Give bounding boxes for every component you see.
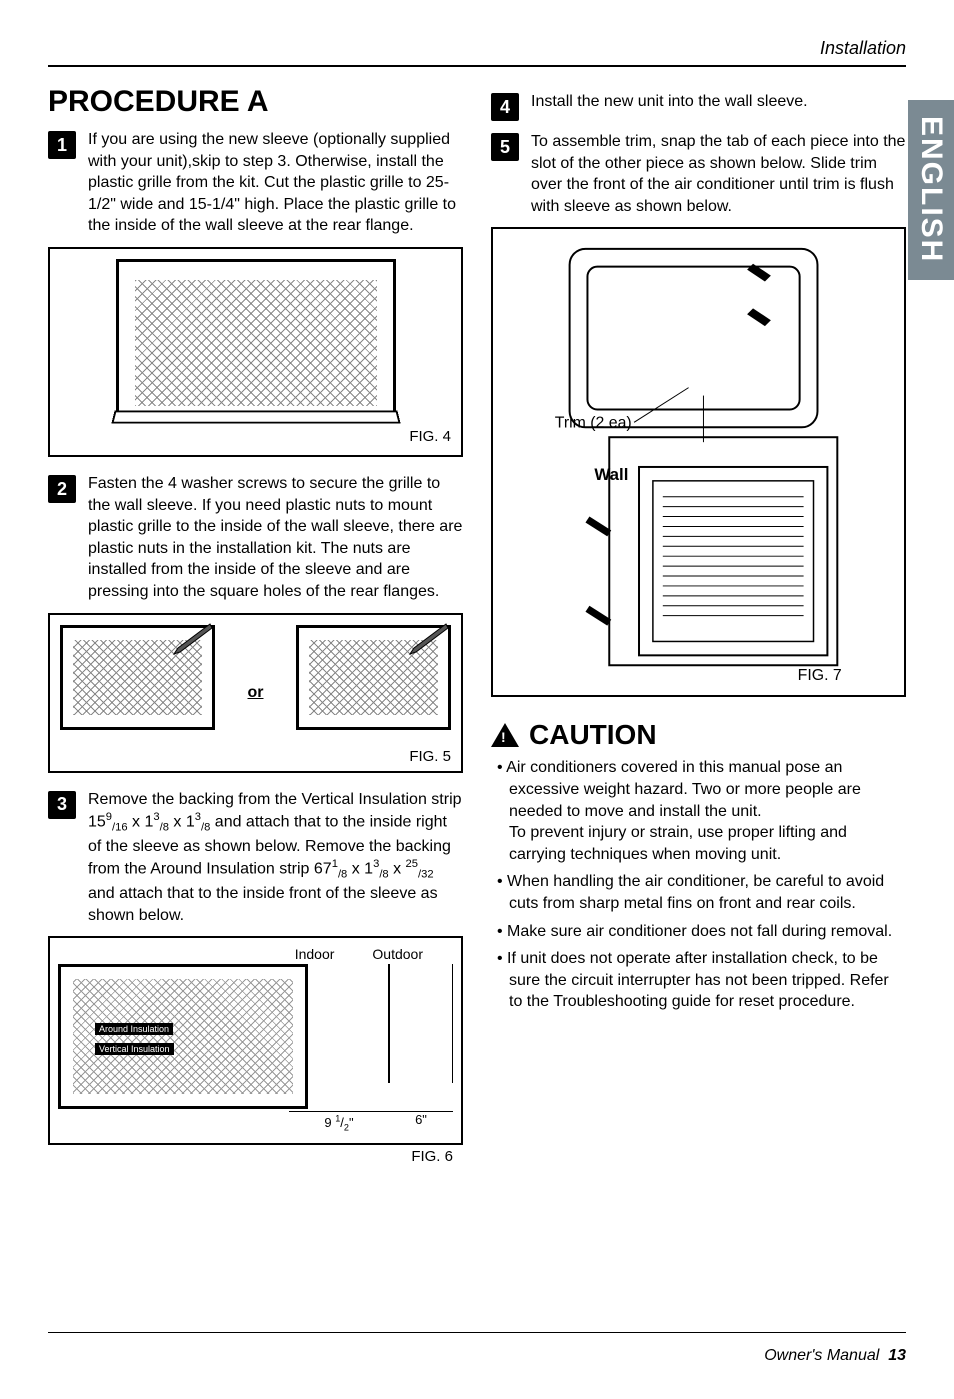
- step-4-number: 4: [491, 93, 519, 121]
- step-3: 3 Remove the backing from the Vertical I…: [48, 789, 463, 927]
- frac: /32: [418, 869, 434, 881]
- caution-text: To prevent injury or strain, use proper …: [509, 824, 847, 863]
- step-1-number: 1: [48, 131, 76, 159]
- step-3-number: 3: [48, 791, 76, 819]
- caution-item: If unit does not operate after installat…: [509, 948, 906, 1013]
- grille-illustration: [116, 259, 396, 419]
- step-1: 1 If you are using the new sleeve (optio…: [48, 129, 463, 237]
- s3-t: x 1: [347, 861, 373, 878]
- vertical-insulation-label: Vertical Insulation: [95, 1043, 174, 1055]
- frac: /8: [338, 869, 347, 881]
- figure-6-header: Indoor Outdoor: [58, 946, 453, 962]
- caution-item: Air conditioners covered in this manual …: [509, 757, 906, 865]
- sleeve-illustration: Around Insulation Vertical Insulation: [58, 964, 308, 1109]
- figure-6-label: FIG. 6: [411, 1148, 453, 1165]
- right-column: 4 Install the new unit into the wall sle…: [491, 85, 906, 1145]
- figure-7-box: Trim (2 ea) Wall FIG. 7: [491, 227, 906, 697]
- caution-heading: CAUTION: [491, 719, 906, 751]
- section-header: Installation: [48, 38, 906, 59]
- figure-5-label: FIG. 5: [409, 748, 451, 765]
- frac: 25: [406, 858, 418, 870]
- language-tab-label: ENGLISH: [914, 116, 948, 263]
- divider-bottom: [48, 1332, 906, 1333]
- owners-manual-label: Owner's Manual: [764, 1347, 879, 1364]
- step-3-text: Remove the backing from the Vertical Ins…: [88, 789, 463, 927]
- caution-list: Air conditioners covered in this manual …: [491, 757, 906, 1013]
- dimension-row: 9 1/2" 6": [58, 1111, 453, 1131]
- figure-6-spacer: [308, 964, 389, 1109]
- page-footer: Owner's Manual 13: [764, 1347, 906, 1365]
- step-2: 2 Fasten the 4 washer screws to secure t…: [48, 473, 463, 603]
- figure-5-inner: or: [60, 625, 451, 730]
- frac: /8: [160, 822, 169, 834]
- figure-5-box: or FIG. 5: [48, 613, 463, 773]
- step-4-text: Install the new unit into the wall sleev…: [531, 91, 906, 121]
- warning-triangle-icon: [491, 723, 519, 747]
- content-columns: PROCEDURE A 1 If you are using the new s…: [48, 85, 906, 1145]
- grille-base: [111, 410, 400, 423]
- step-5-text: To assemble trim, snap the tab of each p…: [531, 131, 906, 217]
- dim-9half: 9: [324, 1115, 335, 1130]
- screwdriver-icon: [160, 622, 218, 662]
- indoor-label: Indoor: [295, 946, 335, 962]
- page-number: 13: [888, 1347, 906, 1364]
- step-4: 4 Install the new unit into the wall sle…: [491, 91, 906, 121]
- figure-4-label: FIG. 4: [409, 428, 451, 445]
- figure-6-box: Indoor Outdoor Around Insulation Vertica…: [48, 936, 463, 1145]
- caution-item: When handling the air conditioner, be ca…: [509, 871, 906, 914]
- frac: /8: [201, 822, 210, 834]
- wall-label-text: Wall: [594, 465, 628, 484]
- frac: /8: [379, 869, 388, 881]
- step-2-number: 2: [48, 475, 76, 503]
- step-1-text: If you are using the new sleeve (optiona…: [88, 129, 463, 237]
- trim-label-text: Trim (2 ea): [555, 415, 632, 432]
- around-insulation-label: Around Insulation: [95, 1023, 173, 1035]
- s3-t: x 1: [128, 813, 154, 830]
- figure-4-box: FIG. 4: [48, 247, 463, 457]
- or-label: or: [248, 684, 264, 702]
- figure-6-row: Around Insulation Vertical Insulation: [58, 964, 453, 1109]
- caution-title: CAUTION: [529, 719, 657, 751]
- fig7-label-text: FIG. 7: [798, 668, 842, 685]
- language-tab: ENGLISH: [908, 100, 954, 280]
- divider-top: [48, 65, 906, 67]
- outdoor-label: Outdoor: [372, 946, 423, 962]
- s3-t: and attach that to the inside front of t…: [88, 885, 438, 924]
- mesh-icon: [73, 979, 293, 1094]
- trim-assembly-illustration: Trim (2 ea) Wall FIG. 7: [493, 229, 904, 695]
- s3-t: x 1: [169, 813, 195, 830]
- step-5-number: 5: [491, 133, 519, 161]
- outdoor-region: [389, 964, 453, 1109]
- step-5: 5 To assemble trim, snap the tab of each…: [491, 131, 906, 217]
- caution-item: Make sure air conditioner does not fall …: [509, 921, 906, 943]
- s3-t: x: [389, 861, 406, 878]
- unit: ": [349, 1115, 354, 1130]
- left-column: PROCEDURE A 1 If you are using the new s…: [48, 85, 463, 1145]
- frac: 1: [335, 1114, 340, 1124]
- panel-left: [60, 625, 215, 730]
- caution-text: Air conditioners covered in this manual …: [506, 759, 861, 819]
- procedure-title: PROCEDURE A: [48, 85, 463, 119]
- step-2-text: Fasten the 4 washer screws to secure the…: [88, 473, 463, 603]
- screwdriver-icon: [396, 622, 454, 662]
- frac: /16: [112, 822, 128, 834]
- dim-6in: 6": [415, 1112, 427, 1127]
- panel-right: [296, 625, 451, 730]
